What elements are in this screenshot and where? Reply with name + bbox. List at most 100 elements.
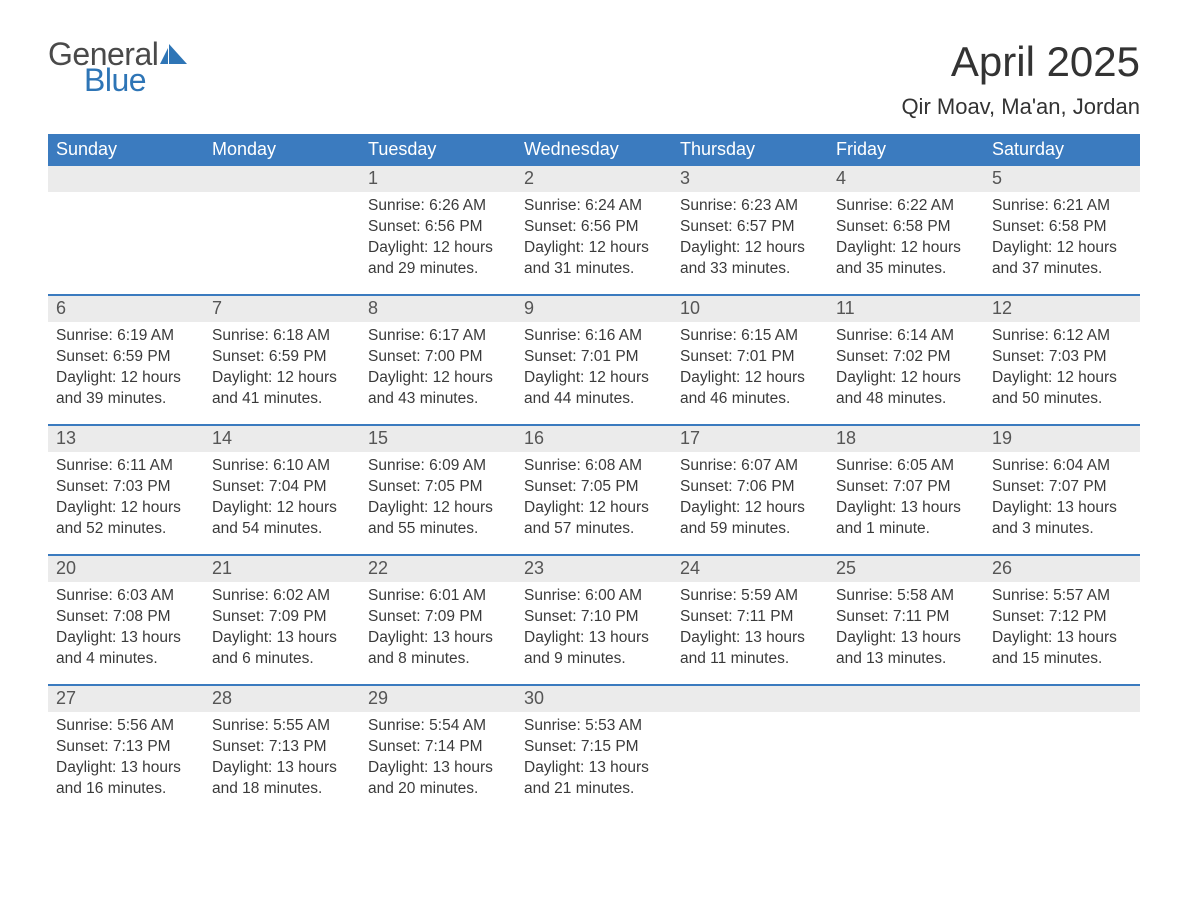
day-body: Sunrise: 6:14 AMSunset: 7:02 PMDaylight:…: [828, 322, 984, 420]
day-body: Sunrise: 6:23 AMSunset: 6:57 PMDaylight:…: [672, 192, 828, 290]
day-header: Thursday: [672, 134, 828, 166]
day-cell: 8Sunrise: 6:17 AMSunset: 7:00 PMDaylight…: [360, 296, 516, 424]
daylight-line: Daylight: 13 hours and 3 minutes.: [992, 498, 1132, 540]
day-body: Sunrise: 6:04 AMSunset: 7:07 PMDaylight:…: [984, 452, 1140, 550]
day-number: 23: [516, 556, 672, 582]
day-number: 5: [984, 166, 1140, 192]
sunrise-line: Sunrise: 6:11 AM: [56, 456, 196, 477]
day-body: Sunrise: 6:11 AMSunset: 7:03 PMDaylight:…: [48, 452, 204, 550]
day-number: 12: [984, 296, 1140, 322]
sunset-line: Sunset: 6:57 PM: [680, 217, 820, 238]
daylight-line: Daylight: 13 hours and 20 minutes.: [368, 758, 508, 800]
daylight-line: Daylight: 12 hours and 59 minutes.: [680, 498, 820, 540]
sunset-line: Sunset: 7:03 PM: [992, 347, 1132, 368]
day-cell: 5Sunrise: 6:21 AMSunset: 6:58 PMDaylight…: [984, 166, 1140, 294]
day-cell: 11Sunrise: 6:14 AMSunset: 7:02 PMDayligh…: [828, 296, 984, 424]
day-cell: [48, 166, 204, 294]
day-header-row: SundayMondayTuesdayWednesdayThursdayFrid…: [48, 134, 1140, 166]
day-body: Sunrise: 6:15 AMSunset: 7:01 PMDaylight:…: [672, 322, 828, 420]
week-row: 6Sunrise: 6:19 AMSunset: 6:59 PMDaylight…: [48, 294, 1140, 424]
sunset-line: Sunset: 7:01 PM: [524, 347, 664, 368]
sunrise-line: Sunrise: 5:53 AM: [524, 716, 664, 737]
day-body: Sunrise: 5:55 AMSunset: 7:13 PMDaylight:…: [204, 712, 360, 810]
day-body: Sunrise: 5:56 AMSunset: 7:13 PMDaylight:…: [48, 712, 204, 810]
day-cell: 7Sunrise: 6:18 AMSunset: 6:59 PMDaylight…: [204, 296, 360, 424]
day-body: Sunrise: 6:07 AMSunset: 7:06 PMDaylight:…: [672, 452, 828, 550]
day-number: 28: [204, 686, 360, 712]
sunrise-line: Sunrise: 6:04 AM: [992, 456, 1132, 477]
sunrise-line: Sunrise: 6:05 AM: [836, 456, 976, 477]
day-number: 9: [516, 296, 672, 322]
day-cell: 9Sunrise: 6:16 AMSunset: 7:01 PMDaylight…: [516, 296, 672, 424]
sunset-line: Sunset: 6:59 PM: [56, 347, 196, 368]
day-cell: 27Sunrise: 5:56 AMSunset: 7:13 PMDayligh…: [48, 686, 204, 814]
day-number: 8: [360, 296, 516, 322]
daylight-line: Daylight: 12 hours and 33 minutes.: [680, 238, 820, 280]
sunset-line: Sunset: 7:15 PM: [524, 737, 664, 758]
day-header: Saturday: [984, 134, 1140, 166]
day-cell: [828, 686, 984, 814]
day-number: 26: [984, 556, 1140, 582]
daylight-line: Daylight: 12 hours and 54 minutes.: [212, 498, 352, 540]
day-body: Sunrise: 6:01 AMSunset: 7:09 PMDaylight:…: [360, 582, 516, 680]
daylight-line: Daylight: 12 hours and 50 minutes.: [992, 368, 1132, 410]
day-cell: 21Sunrise: 6:02 AMSunset: 7:09 PMDayligh…: [204, 556, 360, 684]
week-row: 27Sunrise: 5:56 AMSunset: 7:13 PMDayligh…: [48, 684, 1140, 814]
sunrise-line: Sunrise: 6:19 AM: [56, 326, 196, 347]
sunrise-line: Sunrise: 6:02 AM: [212, 586, 352, 607]
page-header: General Blue April 2025 Qir Moav, Ma'an,…: [48, 38, 1140, 120]
daylight-line: Daylight: 12 hours and 39 minutes.: [56, 368, 196, 410]
daylight-line: Daylight: 12 hours and 37 minutes.: [992, 238, 1132, 280]
sunrise-line: Sunrise: 6:18 AM: [212, 326, 352, 347]
daylight-line: Daylight: 12 hours and 55 minutes.: [368, 498, 508, 540]
day-body: Sunrise: 5:58 AMSunset: 7:11 PMDaylight:…: [828, 582, 984, 680]
sunset-line: Sunset: 7:01 PM: [680, 347, 820, 368]
day-cell: 3Sunrise: 6:23 AMSunset: 6:57 PMDaylight…: [672, 166, 828, 294]
sunrise-line: Sunrise: 6:21 AM: [992, 196, 1132, 217]
day-number: 3: [672, 166, 828, 192]
daylight-line: Daylight: 12 hours and 43 minutes.: [368, 368, 508, 410]
day-body: Sunrise: 6:02 AMSunset: 7:09 PMDaylight:…: [204, 582, 360, 680]
day-number: 10: [672, 296, 828, 322]
day-body: Sunrise: 5:54 AMSunset: 7:14 PMDaylight:…: [360, 712, 516, 810]
sunset-line: Sunset: 7:09 PM: [212, 607, 352, 628]
day-cell: 14Sunrise: 6:10 AMSunset: 7:04 PMDayligh…: [204, 426, 360, 554]
day-cell: 4Sunrise: 6:22 AMSunset: 6:58 PMDaylight…: [828, 166, 984, 294]
day-body: Sunrise: 5:59 AMSunset: 7:11 PMDaylight:…: [672, 582, 828, 680]
sunset-line: Sunset: 7:02 PM: [836, 347, 976, 368]
day-body: Sunrise: 6:18 AMSunset: 6:59 PMDaylight:…: [204, 322, 360, 420]
day-header: Friday: [828, 134, 984, 166]
day-body: Sunrise: 6:26 AMSunset: 6:56 PMDaylight:…: [360, 192, 516, 290]
day-body: Sunrise: 6:05 AMSunset: 7:07 PMDaylight:…: [828, 452, 984, 550]
day-cell: 23Sunrise: 6:00 AMSunset: 7:10 PMDayligh…: [516, 556, 672, 684]
sunrise-line: Sunrise: 6:01 AM: [368, 586, 508, 607]
day-cell: 16Sunrise: 6:08 AMSunset: 7:05 PMDayligh…: [516, 426, 672, 554]
sunset-line: Sunset: 7:11 PM: [836, 607, 976, 628]
week-row: 1Sunrise: 6:26 AMSunset: 6:56 PMDaylight…: [48, 166, 1140, 294]
daylight-line: Daylight: 13 hours and 13 minutes.: [836, 628, 976, 670]
daylight-line: Daylight: 13 hours and 1 minute.: [836, 498, 976, 540]
daylight-line: Daylight: 12 hours and 44 minutes.: [524, 368, 664, 410]
day-cell: 26Sunrise: 5:57 AMSunset: 7:12 PMDayligh…: [984, 556, 1140, 684]
day-header: Monday: [204, 134, 360, 166]
location-text: Qir Moav, Ma'an, Jordan: [901, 94, 1140, 120]
sunset-line: Sunset: 7:06 PM: [680, 477, 820, 498]
day-cell: [204, 166, 360, 294]
day-header: Wednesday: [516, 134, 672, 166]
daylight-line: Daylight: 13 hours and 8 minutes.: [368, 628, 508, 670]
sunrise-line: Sunrise: 6:00 AM: [524, 586, 664, 607]
day-cell: 15Sunrise: 6:09 AMSunset: 7:05 PMDayligh…: [360, 426, 516, 554]
logo-text-line2: Blue: [48, 64, 188, 96]
daylight-line: Daylight: 13 hours and 6 minutes.: [212, 628, 352, 670]
day-body: Sunrise: 6:17 AMSunset: 7:00 PMDaylight:…: [360, 322, 516, 420]
day-cell: [984, 686, 1140, 814]
sunrise-line: Sunrise: 6:03 AM: [56, 586, 196, 607]
daylight-line: Daylight: 13 hours and 15 minutes.: [992, 628, 1132, 670]
daylight-line: Daylight: 13 hours and 11 minutes.: [680, 628, 820, 670]
day-number: 7: [204, 296, 360, 322]
day-body: Sunrise: 6:19 AMSunset: 6:59 PMDaylight:…: [48, 322, 204, 420]
day-cell: 22Sunrise: 6:01 AMSunset: 7:09 PMDayligh…: [360, 556, 516, 684]
sunset-line: Sunset: 6:58 PM: [836, 217, 976, 238]
day-cell: 10Sunrise: 6:15 AMSunset: 7:01 PMDayligh…: [672, 296, 828, 424]
logo: General Blue: [48, 38, 188, 96]
